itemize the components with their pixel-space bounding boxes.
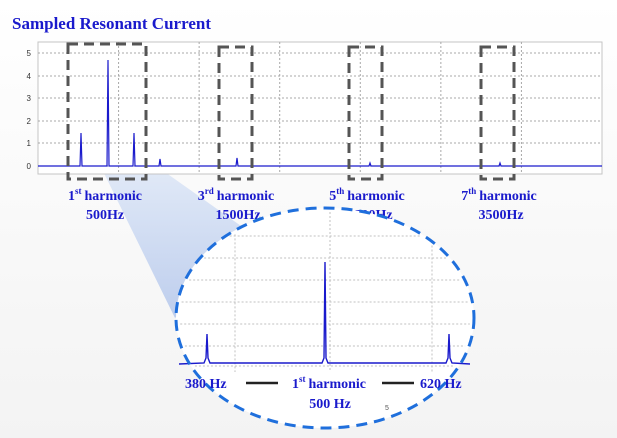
zoom-view: 380 Hz 1st harmonic 620 Hz 500 Hz 5 xyxy=(174,206,476,430)
plot-area xyxy=(37,41,603,175)
harmonic-label-1: 1st harmonic 500Hz xyxy=(68,186,142,223)
svg-text:500Hz: 500Hz xyxy=(86,208,124,223)
zoom-callout xyxy=(100,165,258,318)
spectrum-trace xyxy=(38,59,602,167)
zoom-center-freq: 500 Hz xyxy=(309,397,351,412)
y-tick: 0 xyxy=(27,162,32,171)
zoom-right-label: 620 Hz xyxy=(420,377,462,392)
harmonic-label-3: 3rd harmonic 1500Hz xyxy=(198,186,275,223)
y-tick: 2 xyxy=(27,117,32,126)
stray-mark: 5 xyxy=(385,405,389,412)
harmonic-box-7 xyxy=(479,45,516,181)
y-axis: 5 4 3 2 1 0 xyxy=(27,49,32,171)
harmonic-box-5 xyxy=(347,45,384,181)
zoom-ellipse xyxy=(174,206,476,430)
y-tick: 4 xyxy=(27,72,32,81)
svg-text:3500Hz: 3500Hz xyxy=(478,208,523,223)
zoom-left-label: 380 Hz xyxy=(185,377,227,392)
harmonic-box-1 xyxy=(66,42,148,181)
page-title: Sampled Resonant Current xyxy=(12,14,211,33)
harmonic-label-7: 7th harmonic 3500Hz xyxy=(461,186,537,223)
spectrum-plot: 5 4 3 2 1 0 xyxy=(27,41,603,181)
harmonic-box-3 xyxy=(217,45,254,181)
zoom-trace xyxy=(178,261,471,365)
y-tick: 1 xyxy=(27,139,32,148)
y-tick: 3 xyxy=(27,94,32,103)
svg-text:1500Hz: 1500Hz xyxy=(215,208,260,223)
y-tick: 5 xyxy=(27,49,32,58)
zoom-center-label: 1st harmonic xyxy=(292,374,366,392)
